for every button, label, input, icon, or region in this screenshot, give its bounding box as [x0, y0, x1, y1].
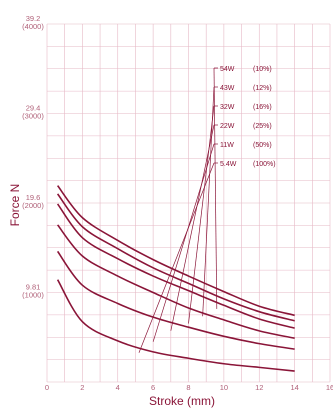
legend: 54W (10%) 43W (12%) 32W (16%) 22W (25%) 11W (50%)…: [220, 66, 276, 168]
series-line: [56, 224, 295, 339]
legend-label: 11W: [220, 142, 234, 149]
legend-leader-line: [170, 124, 215, 331]
series-line: [56, 279, 295, 372]
series-line: [56, 185, 295, 317]
x-tick-label: 14: [290, 383, 298, 392]
legend-label: 43W: [220, 85, 235, 92]
y-tick-sublabel: (3000): [22, 112, 44, 121]
tick-labels: 0 2 4 6 8 10 12 14 16 9.81(1000) 19.6(2000) 29.4(30…: [22, 14, 333, 392]
legend-leader-line: [188, 105, 215, 324]
legend-label: 22W: [220, 123, 235, 130]
x-axis-label: Stroke (mm): [149, 394, 215, 408]
series-line: [56, 193, 295, 322]
y-tick-label: 29.4: [26, 104, 41, 113]
legend-label: 32W: [220, 104, 235, 111]
series-line: [56, 203, 295, 329]
x-tick-label: 2: [80, 383, 84, 392]
legend-leader-lines: [138, 67, 218, 353]
series-lines: [56, 185, 295, 372]
legend-leader-line: [138, 162, 215, 353]
x-tick-label: 8: [186, 383, 190, 392]
y-tick-label: 19.6: [26, 193, 41, 202]
x-tick-label: 10: [220, 383, 228, 392]
legend-duty: (25%): [253, 123, 272, 130]
legend-duty: (16%): [253, 104, 272, 111]
x-tick-label: 4: [116, 383, 120, 392]
x-tick-label: 12: [255, 383, 263, 392]
y-tick-sublabel: (1000): [22, 290, 44, 299]
legend-leader-line: [213, 67, 218, 309]
y-tick-label: 39.2: [26, 14, 41, 23]
legend-duty: (10%): [253, 66, 272, 73]
legend-label: 5.4W: [220, 161, 237, 168]
legend-leader-line: [202, 86, 215, 317]
legend-duty: (12%): [253, 85, 272, 92]
y-tick-sublabel: (2000): [22, 201, 44, 210]
legend-leader-line: [152, 143, 215, 342]
series-line: [56, 250, 295, 350]
x-tick-label: 0: [45, 383, 49, 392]
y-tick-label: 9.81: [26, 282, 41, 291]
legend-duty: (100%): [253, 161, 276, 168]
x-tick-label: 6: [151, 383, 155, 392]
legend-duty: (50%): [253, 142, 272, 149]
grid: [46, 23, 331, 383]
y-axis-label: Force N: [8, 184, 22, 227]
x-tick-label: 16: [326, 383, 333, 392]
y-tick-sublabel: (4000): [22, 22, 44, 31]
legend-label: 54W: [220, 66, 235, 73]
